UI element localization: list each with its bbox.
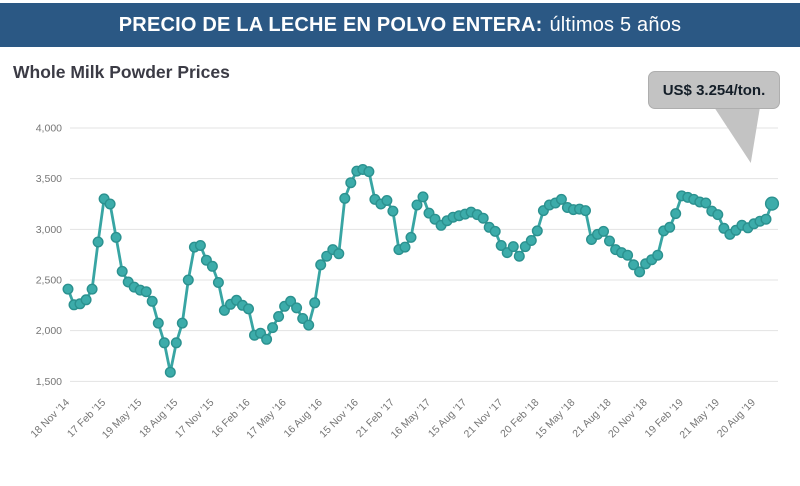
x-axis-label: 15 Nov '16 bbox=[317, 397, 361, 441]
x-axis-label: 21 May '19 bbox=[677, 397, 722, 442]
data-point-marker[interactable] bbox=[80, 294, 92, 306]
x-axis-label: 18 Nov '14 bbox=[28, 397, 72, 441]
y-axis-label: 1,500 bbox=[36, 376, 62, 388]
header-title-main: PRECIO DE LA LECHE EN POLVO ENTERA: bbox=[118, 13, 543, 36]
data-point-marker[interactable] bbox=[405, 231, 417, 243]
final-data-point-marker[interactable] bbox=[764, 196, 780, 211]
data-point-marker[interactable] bbox=[267, 322, 279, 334]
y-axis-label: 4,000 bbox=[36, 123, 62, 135]
data-point-marker[interactable] bbox=[381, 194, 393, 206]
y-axis-label: 2,500 bbox=[36, 274, 62, 286]
data-point-marker[interactable] bbox=[700, 197, 712, 209]
x-axis-label: 20 Aug '19 bbox=[715, 397, 758, 440]
data-point-marker[interactable] bbox=[531, 225, 543, 237]
data-point-marker[interactable] bbox=[489, 225, 501, 237]
data-point-marker[interactable] bbox=[339, 192, 351, 204]
x-axis-label: 19 May '15 bbox=[100, 397, 145, 442]
y-axis-label: 3,500 bbox=[36, 173, 62, 185]
data-point-marker[interactable] bbox=[170, 337, 182, 349]
data-point-marker[interactable] bbox=[242, 303, 254, 315]
latest-price-callout: US$ 3.254/ton. bbox=[648, 71, 780, 109]
data-point-marker[interactable] bbox=[309, 297, 321, 309]
data-point-marker[interactable] bbox=[62, 283, 74, 295]
x-axis-label: 17 Nov '15 bbox=[173, 397, 217, 441]
data-point-marker[interactable] bbox=[146, 295, 158, 307]
x-axis-label: 16 May '17 bbox=[389, 397, 434, 442]
data-point-marker[interactable] bbox=[477, 212, 489, 224]
data-point-marker[interactable] bbox=[411, 199, 423, 211]
data-point-marker[interactable] bbox=[92, 236, 104, 248]
top-margin-strip bbox=[0, 0, 800, 3]
data-point-marker[interactable] bbox=[628, 259, 640, 271]
data-point-marker[interactable] bbox=[206, 260, 218, 272]
data-point-marker[interactable] bbox=[604, 235, 616, 247]
data-point-marker[interactable] bbox=[634, 266, 646, 278]
data-point-marker[interactable] bbox=[670, 208, 682, 220]
x-axis-label: 17 May '16 bbox=[244, 397, 289, 442]
data-point-marker[interactable] bbox=[525, 234, 537, 246]
data-point-marker[interactable] bbox=[417, 191, 429, 203]
data-point-marker[interactable] bbox=[285, 295, 297, 307]
data-point-marker[interactable] bbox=[622, 249, 634, 261]
data-point-marker[interactable] bbox=[580, 205, 592, 217]
data-point-marker[interactable] bbox=[315, 259, 327, 271]
y-axis-label: 3,000 bbox=[36, 224, 62, 236]
data-point-marker[interactable] bbox=[116, 265, 128, 277]
data-point-marker[interactable] bbox=[158, 337, 170, 349]
data-point-marker[interactable] bbox=[513, 250, 525, 262]
data-point-marker[interactable] bbox=[261, 333, 273, 345]
data-point-marker[interactable] bbox=[387, 205, 399, 217]
data-point-marker[interactable] bbox=[297, 313, 309, 325]
header-title-sub: últimos 5 años bbox=[549, 13, 682, 36]
data-point-marker[interactable] bbox=[182, 274, 194, 286]
data-point-marker[interactable] bbox=[345, 177, 357, 189]
data-point-marker[interactable] bbox=[176, 317, 188, 329]
x-axis-label: 15 May '18 bbox=[533, 397, 578, 442]
data-point-marker[interactable] bbox=[110, 231, 122, 243]
header-banner: PRECIO DE LA LECHE EN POLVO ENTERA: últi… bbox=[0, 3, 800, 47]
x-axis-label: 20 Nov '18 bbox=[606, 397, 650, 441]
data-point-marker[interactable] bbox=[495, 239, 507, 251]
data-point-marker[interactable] bbox=[321, 250, 333, 262]
data-point-marker[interactable] bbox=[712, 209, 724, 221]
data-point-marker[interactable] bbox=[363, 166, 375, 178]
x-axis-label: 21 Nov '17 bbox=[462, 397, 506, 441]
y-axis-label: 2,000 bbox=[36, 325, 62, 337]
data-point-marker[interactable] bbox=[760, 213, 772, 225]
data-point-marker[interactable] bbox=[194, 239, 206, 251]
data-point-marker[interactable] bbox=[140, 286, 152, 298]
data-point-marker[interactable] bbox=[555, 193, 567, 205]
data-point-marker[interactable] bbox=[212, 277, 224, 289]
data-point-marker[interactable] bbox=[399, 241, 411, 253]
data-point-marker[interactable] bbox=[652, 249, 664, 261]
data-point-marker[interactable] bbox=[303, 319, 315, 331]
data-point-marker[interactable] bbox=[104, 198, 116, 210]
chart-title: Whole Milk Powder Prices bbox=[13, 62, 230, 82]
data-point-marker[interactable] bbox=[664, 221, 676, 233]
data-point-marker[interactable] bbox=[164, 366, 176, 378]
latest-price-label: US$ 3.254/ton. bbox=[662, 81, 766, 99]
data-point-marker[interactable] bbox=[152, 317, 164, 329]
data-point-marker[interactable] bbox=[333, 248, 345, 260]
data-point-marker[interactable] bbox=[598, 225, 610, 237]
data-point-marker[interactable] bbox=[291, 302, 303, 314]
data-point-marker[interactable] bbox=[273, 311, 285, 323]
data-point-marker[interactable] bbox=[86, 283, 98, 295]
data-point-marker[interactable] bbox=[507, 241, 519, 253]
